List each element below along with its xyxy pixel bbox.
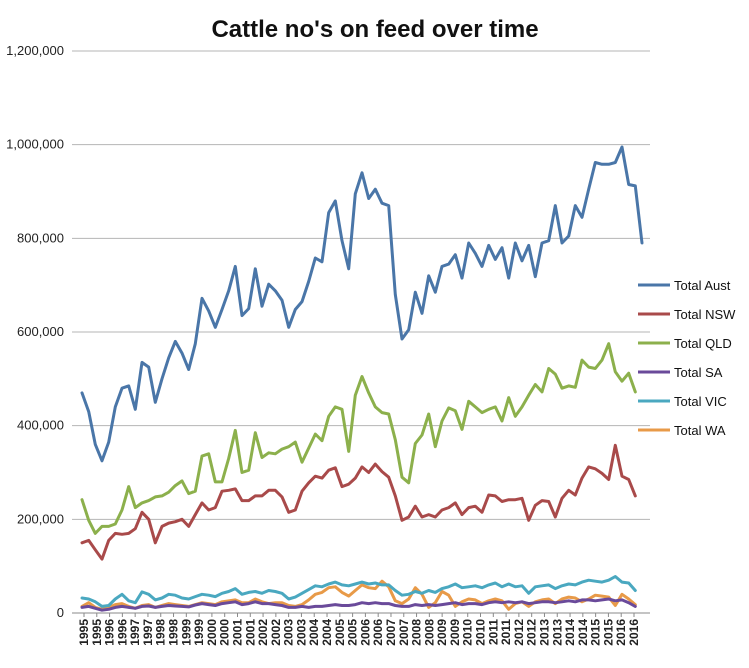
series-line-total-qld: [80, 342, 637, 535]
series-line-total-aust: [80, 145, 644, 463]
legend-item: Total WA: [638, 423, 726, 438]
x-tick-label: 2006: [371, 619, 385, 646]
x-tick-label: 2005: [333, 619, 347, 646]
x-tick-label: 2014: [576, 619, 590, 646]
x-tick-label: 2004: [307, 619, 321, 646]
legend-label: Total WA: [674, 423, 726, 438]
y-tick-label: 0: [57, 605, 64, 620]
gridlines: [72, 50, 650, 614]
x-axis: 1995199519961996199719971998199819991999…: [72, 612, 650, 646]
y-tick-label: 1,200,000: [6, 43, 64, 58]
x-tick-label: 2004: [320, 619, 334, 646]
y-tick-label: 400,000: [17, 418, 64, 433]
x-tick-label: 2009: [435, 619, 449, 646]
x-tick-label: 2014: [563, 619, 577, 646]
x-tick-label: 2000: [205, 619, 219, 646]
x-tick-label: 2011: [486, 619, 500, 645]
x-tick-label: 2013: [537, 619, 551, 646]
y-axis: 0 200,000 400,000 600,000 800,000 1,000,000 1,…: [6, 43, 64, 620]
legend-label: Total VIC: [674, 394, 727, 409]
legend-item: Total VIC: [638, 394, 727, 409]
x-tick-label: 1999: [179, 619, 193, 646]
x-tick-label: 1997: [128, 619, 142, 646]
series-lines: [80, 145, 644, 612]
series-line-total-nsw: [80, 443, 637, 561]
x-tick-label: 1998: [154, 619, 168, 646]
y-tick-label: 600,000: [17, 324, 64, 339]
x-tick-label: 1998: [167, 619, 181, 646]
x-tick-label: 2006: [358, 619, 372, 646]
x-tick-label: 2009: [448, 619, 462, 646]
legend-label: Total Aust: [674, 278, 731, 293]
series-line-total-sa: [80, 597, 637, 612]
x-tick-label: 1995: [90, 619, 104, 646]
x-tick-label: 2001: [230, 619, 244, 646]
x-tick-label: 2005: [346, 619, 360, 646]
x-tick-label: 2008: [410, 619, 424, 646]
legend-label: Total SA: [674, 365, 723, 380]
x-tick-label: 1997: [141, 619, 155, 646]
legend-item: Total SA: [638, 365, 723, 380]
x-tick-label: 2012: [525, 619, 539, 646]
x-tick-label: 2016: [627, 619, 641, 646]
x-tick-label: 2003: [294, 619, 308, 646]
x-tick-label: 2015: [589, 619, 603, 646]
x-tick-label: 2000: [218, 619, 232, 646]
y-tick-label: 200,000: [17, 511, 64, 526]
y-tick-label: 1,000,000: [6, 137, 64, 152]
x-tick-label: 2002: [269, 619, 283, 646]
y-tick-label: 800,000: [17, 230, 64, 245]
x-tick-label: 2001: [243, 619, 257, 646]
x-tick-label: 1996: [103, 619, 117, 646]
legend-label: Total NSW: [674, 307, 736, 322]
x-tick-label: 2008: [422, 619, 436, 646]
x-tick-label: 2002: [256, 619, 270, 646]
x-tick-label: 1995: [77, 619, 91, 646]
x-tick-label: 2013: [550, 619, 564, 646]
x-tick-label: 2016: [614, 619, 628, 646]
legend-item: Total QLD: [638, 336, 732, 351]
legend: Total Aust Total NSW Total QLD Total SA Tota…: [638, 278, 736, 438]
x-tick-label: 2007: [397, 619, 411, 646]
x-tick-label: 1996: [115, 619, 129, 646]
x-tick-label: 2010: [474, 619, 488, 646]
legend-item: Total Aust: [638, 278, 731, 293]
x-tick-label: 2015: [601, 619, 615, 646]
x-tick-label: 2011: [499, 619, 513, 645]
series-line-total-vic: [80, 575, 637, 608]
x-tick-label: 2007: [384, 619, 398, 646]
x-tick-label: 2010: [461, 619, 475, 646]
legend-label: Total QLD: [674, 336, 732, 351]
x-tick-label: 2012: [512, 619, 526, 646]
x-tick-label: 2003: [282, 619, 296, 646]
x-tick-label: 1999: [192, 619, 206, 646]
chart-title: Cattle no's on feed over time: [211, 16, 538, 43]
legend-item: Total NSW: [638, 307, 736, 322]
